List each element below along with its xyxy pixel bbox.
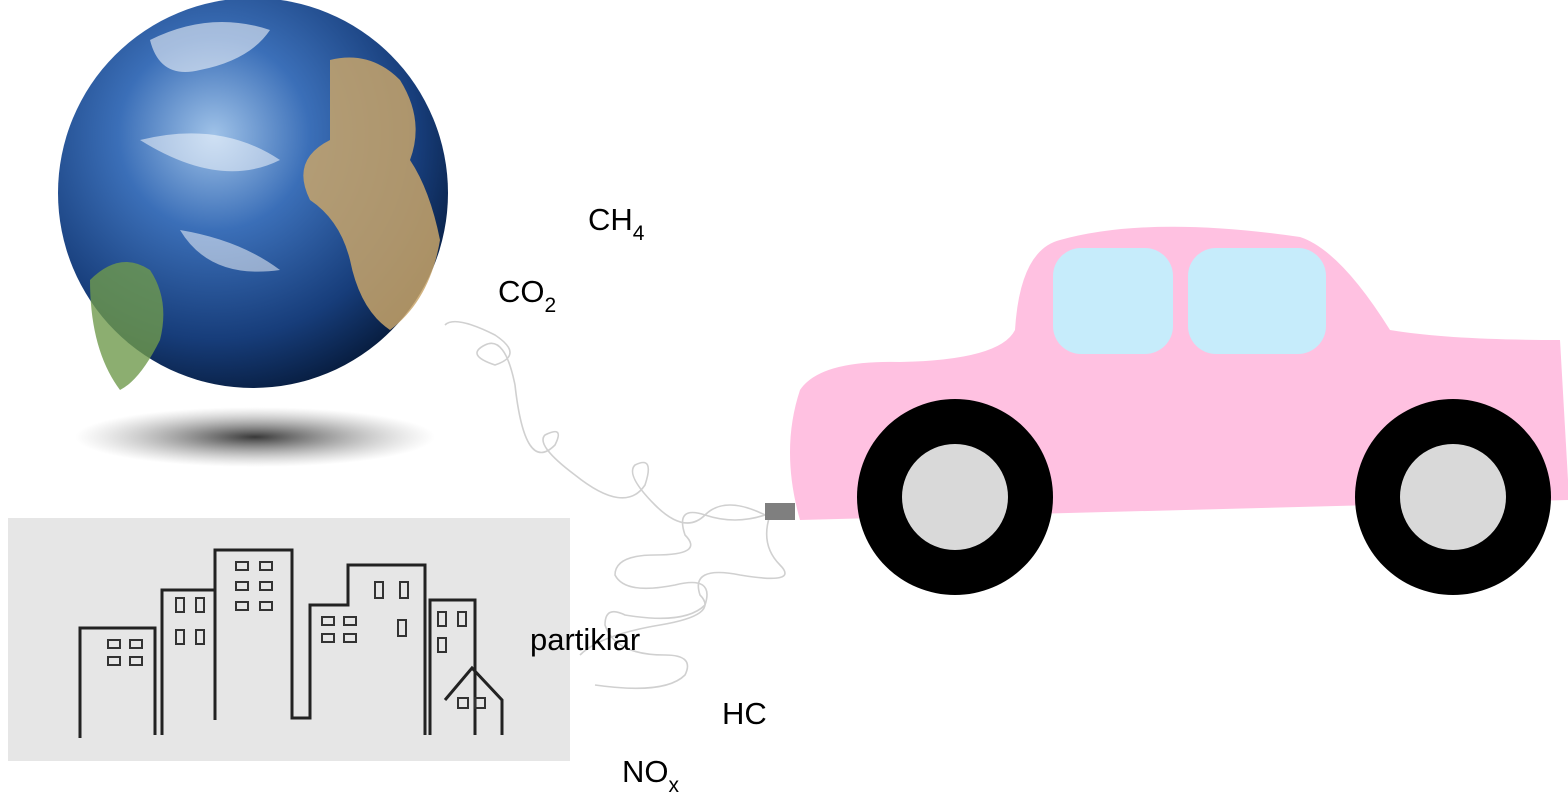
label-text: HC [722, 696, 767, 731]
earth [58, 0, 448, 467]
particles-label: partiklar [530, 622, 640, 657]
exhaust-smoke [444, 320, 786, 690]
label-subscript: 2 [545, 294, 557, 317]
label-text: NO [622, 754, 669, 789]
city [8, 518, 570, 761]
car [765, 226, 1568, 595]
hc-label: HC [722, 696, 767, 731]
label-subscript: 4 [633, 222, 645, 245]
label-text: CH [588, 202, 633, 237]
nox-label: NOx [622, 754, 680, 797]
ch4-label: CH4 [588, 202, 645, 245]
label-text: partiklar [530, 622, 640, 657]
co2-label: CO2 [498, 274, 556, 317]
label-subscript: x [669, 774, 680, 797]
label-text: CO [498, 274, 545, 309]
